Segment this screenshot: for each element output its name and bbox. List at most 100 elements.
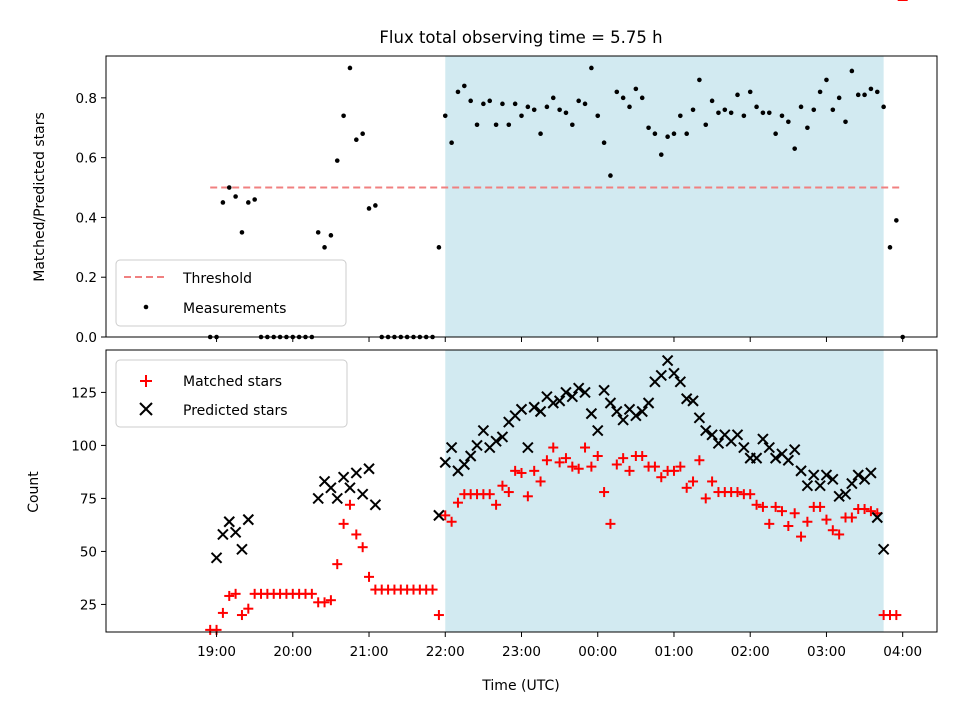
predicted-star-point <box>801 479 814 492</box>
measurement-point <box>735 92 740 98</box>
measurement-point <box>836 95 842 101</box>
predicted-star-point <box>706 429 718 441</box>
predicted-star-point <box>827 473 839 486</box>
measurement-point <box>252 197 257 202</box>
matched-star-point <box>751 499 762 510</box>
matched-star-point <box>344 499 355 510</box>
matched-star-point <box>681 482 692 493</box>
predicted-star-point <box>356 488 369 500</box>
matched-star-point <box>783 520 794 531</box>
predicted-star-point <box>369 499 382 511</box>
matched-star-point <box>236 610 247 621</box>
predicted-star-point <box>592 424 604 437</box>
top-y-tick-label: 0.4 <box>76 210 97 226</box>
matched-star-point <box>541 455 552 466</box>
measurement-point <box>519 113 524 119</box>
measurement-point <box>684 131 689 137</box>
matched-star-point <box>802 516 813 527</box>
predicted-star-point <box>229 526 242 539</box>
legend-predicted-label: Predicted stars <box>183 403 288 419</box>
matched-star-point <box>529 465 540 476</box>
measurement-point <box>315 230 321 235</box>
matched-star-point <box>688 476 699 487</box>
measurement-point <box>601 140 607 145</box>
predicted-star-point <box>458 458 471 471</box>
predicted-star-point <box>496 431 509 443</box>
measurement-point <box>792 146 797 151</box>
matched-star-point <box>573 463 584 474</box>
measurement-point <box>570 122 575 128</box>
measurement-point <box>843 119 848 125</box>
matched-star-point <box>745 489 756 500</box>
predicted-star-point <box>865 467 877 479</box>
matched-star-point <box>452 497 463 508</box>
matched-star-point <box>675 461 686 472</box>
measurement-point <box>525 104 531 110</box>
measurement-point <box>576 98 581 104</box>
predicted-star-point <box>636 405 648 418</box>
measurement-point <box>633 86 639 92</box>
top-panel: 0.00.20.40.60.8 Matched/Predicted stars … <box>32 55 938 346</box>
predicted-star-point <box>585 407 598 420</box>
measurement-point <box>436 245 442 250</box>
matched-star-point <box>796 531 807 542</box>
matched-star-point <box>510 465 521 476</box>
predicted-star-point <box>782 454 795 466</box>
matched-star-point <box>586 461 597 472</box>
matched-star-point <box>757 501 768 512</box>
measurement-point <box>849 68 855 74</box>
predicted-star-point <box>712 437 725 450</box>
measurement-point <box>627 104 632 110</box>
measurement-point <box>462 83 467 89</box>
bottom-legend: Matched stars Predicted stars <box>115 359 348 428</box>
matched-star-point <box>433 610 444 621</box>
bottom-y-tick-label: 50 <box>80 544 97 560</box>
measurement-point <box>887 245 893 250</box>
matched-star-point <box>567 461 578 472</box>
predicted-star-point <box>598 384 610 396</box>
predicted-star-point <box>547 397 559 409</box>
predicted-star-point <box>655 369 667 382</box>
matched-star-point <box>440 510 451 521</box>
chart-title: Flux total observing time = 5.75 h <box>379 28 662 47</box>
predicted-star-point <box>877 543 890 556</box>
matched-star-point <box>865 506 876 517</box>
matched-star-point <box>427 584 438 595</box>
predicted-star-point <box>337 471 350 483</box>
matched-star-point <box>243 603 254 614</box>
measurement-point <box>671 131 677 137</box>
matched-star-point <box>580 442 591 453</box>
predicted-star-point <box>788 443 801 456</box>
top-marks <box>207 65 905 340</box>
legend-predicted-swatch <box>139 402 153 416</box>
measurement-point <box>811 107 817 113</box>
predicted-star-point <box>680 393 693 405</box>
matched-star-point <box>637 451 648 462</box>
matched-star-point <box>834 529 845 540</box>
measurement-point <box>703 122 709 128</box>
matched-star-point <box>624 465 635 476</box>
x-tick-label: 04:00 <box>883 644 922 660</box>
predicted-star-point <box>763 441 775 454</box>
measurement-point <box>366 206 372 211</box>
measurement-point <box>557 107 562 113</box>
measurement-point <box>639 95 645 101</box>
measurement-point <box>868 86 874 92</box>
measurement-point <box>455 89 461 95</box>
bottom-y-tick-label: 25 <box>80 597 97 613</box>
matched-star-point <box>306 588 317 599</box>
predicted-star-point <box>217 528 229 541</box>
measurement-point <box>608 173 613 178</box>
matched-star-point <box>332 559 343 570</box>
matched-star-point <box>694 455 705 466</box>
matched-star-point <box>522 491 533 502</box>
matched-star-point <box>446 516 457 527</box>
measurement-point <box>817 89 823 95</box>
x-axis-label: Time (UTC) <box>481 678 559 694</box>
matched-star-point <box>516 467 527 478</box>
matched-star-point <box>668 465 679 476</box>
matched-star-point <box>764 518 775 529</box>
measurement-point <box>741 113 747 119</box>
measurement-point <box>665 134 670 140</box>
